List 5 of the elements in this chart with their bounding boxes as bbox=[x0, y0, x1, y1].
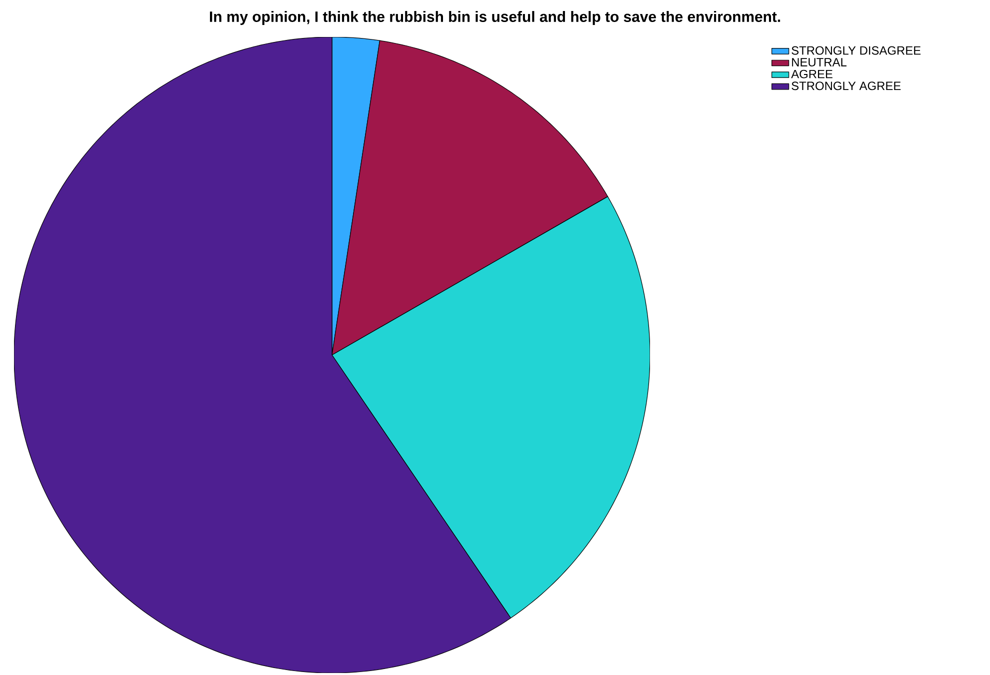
legend-label: STRONGLY DISAGREE bbox=[792, 46, 921, 55]
chart-title: In my opinion, I think the rubbish bin is useful and help to save the environment. bbox=[210, 11, 780, 25]
legend-label: AGREE bbox=[791, 70, 832, 78]
legend-label: STRONGLY AGREE bbox=[792, 82, 901, 90]
legend-label: NEUTRAL bbox=[792, 58, 846, 66]
